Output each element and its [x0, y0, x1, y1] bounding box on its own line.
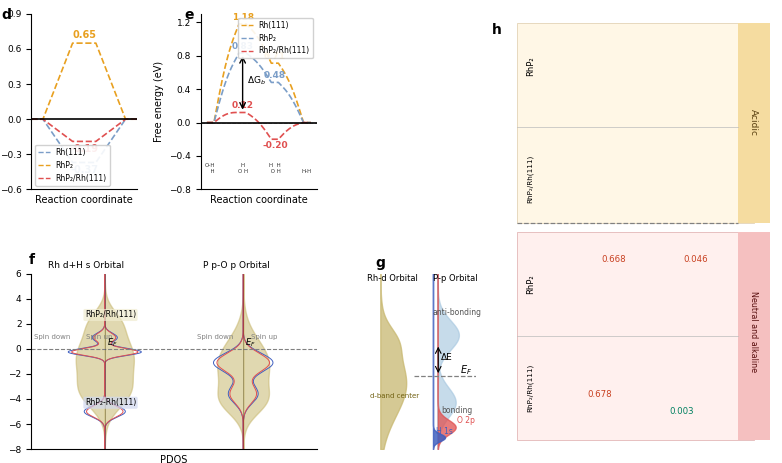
Text: -0.19: -0.19: [70, 144, 99, 154]
Text: g: g: [375, 256, 386, 270]
Text: $E_F$: $E_F$: [246, 337, 256, 349]
Text: Neutral and alkaline: Neutral and alkaline: [749, 291, 759, 372]
Text: 0.48: 0.48: [264, 71, 286, 80]
Text: H  H
 O H: H H O H: [269, 163, 281, 174]
Text: bonding: bonding: [441, 406, 472, 414]
Text: d: d: [2, 8, 12, 22]
Text: RhP₂: RhP₂: [526, 274, 535, 294]
Text: RhP₂/Rh(111): RhP₂/Rh(111): [527, 155, 533, 203]
Legend: Rh(111), RhP₂, RhP₂/Rh(111): Rh(111), RhP₂, RhP₂/Rh(111): [238, 18, 313, 58]
Y-axis label: E-E$_F$ (eV): E-E$_F$ (eV): [0, 339, 3, 384]
Text: H
O H: H O H: [238, 163, 248, 174]
Text: 0.668: 0.668: [601, 255, 626, 264]
Text: Rh d+H s Orbital: Rh d+H s Orbital: [48, 261, 124, 270]
Text: h: h: [492, 23, 502, 37]
Text: $E_F$: $E_F$: [107, 337, 117, 349]
Text: $E_F$: $E_F$: [460, 363, 472, 377]
Text: 0.83: 0.83: [231, 42, 253, 51]
X-axis label: Reaction coordinate: Reaction coordinate: [35, 195, 133, 205]
Text: ΔG$_b$: ΔG$_b$: [247, 74, 266, 87]
Text: e: e: [185, 8, 194, 22]
X-axis label: PDOS: PDOS: [160, 455, 188, 463]
Text: H-H: H-H: [302, 169, 312, 174]
Text: RhP₂: RhP₂: [526, 56, 535, 76]
Text: Spin up: Spin up: [251, 333, 278, 339]
Text: Spin down: Spin down: [197, 333, 233, 339]
Text: f: f: [28, 253, 34, 267]
Bar: [737, 23, 770, 223]
Text: RhP₂/Rh(111): RhP₂/Rh(111): [85, 311, 136, 319]
Bar: [737, 232, 770, 440]
Bar: [517, 23, 754, 223]
Text: O-H
  H: O-H H: [205, 163, 216, 174]
X-axis label: Reaction coordinate: Reaction coordinate: [210, 195, 307, 205]
Text: P-p Orbital: P-p Orbital: [432, 274, 477, 283]
Text: 0.65: 0.65: [72, 31, 96, 40]
Text: 0.71: 0.71: [264, 52, 286, 61]
Text: d-band center: d-band center: [370, 393, 419, 399]
Text: Rh-d Orbital: Rh-d Orbital: [368, 274, 418, 283]
Text: O 2p: O 2p: [457, 416, 475, 425]
Bar: [517, 232, 754, 440]
Text: 0.003: 0.003: [669, 407, 694, 416]
Text: 0.12: 0.12: [231, 101, 253, 110]
Text: 0.678: 0.678: [587, 390, 612, 399]
Text: Acidic: Acidic: [749, 109, 759, 136]
Text: H 1s: H 1s: [436, 427, 453, 437]
Text: Spin up: Spin up: [85, 333, 112, 339]
Y-axis label: Free energy (eV): Free energy (eV): [153, 61, 163, 142]
Text: Spin down: Spin down: [34, 333, 70, 339]
Legend: Rh(111), RhP₂, RhP₂/Rh(111): Rh(111), RhP₂, RhP₂/Rh(111): [35, 145, 110, 186]
Text: anti-bonding: anti-bonding: [432, 307, 482, 317]
Text: -0.37: -0.37: [70, 165, 99, 175]
Text: RhP₂-Rh(111): RhP₂-Rh(111): [85, 398, 136, 407]
Text: 1.18: 1.18: [231, 13, 253, 22]
Text: P p-O p Orbital: P p-O p Orbital: [203, 261, 270, 270]
Text: ΔE: ΔE: [440, 353, 453, 362]
Text: -0.20: -0.20: [262, 141, 288, 150]
Text: 0.046: 0.046: [683, 255, 708, 264]
Text: RhP₂/Rh(111): RhP₂/Rh(111): [527, 364, 533, 413]
